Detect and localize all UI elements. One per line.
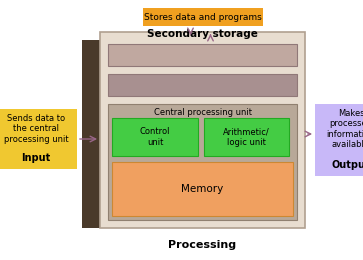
Text: Makes
processed
information
available: Makes processed information available [327, 109, 363, 149]
Bar [112, 162, 293, 216]
Text: Central processing unit: Central processing unit [154, 108, 252, 117]
Text: Stores data and programs: Stores data and programs [144, 12, 261, 22]
Bar [100, 32, 305, 228]
Bar [108, 44, 297, 66]
Text: Arithmetic/
logic unit: Arithmetic/ logic unit [223, 127, 270, 147]
Text: Control
unit: Control unit [140, 127, 170, 147]
Text: Processing: Processing [168, 240, 237, 250]
Text: Secondary storage: Secondary storage [147, 29, 258, 39]
Bar [143, 8, 262, 26]
Text: Sends data to
the central
processing unit: Sends data to the central processing uni… [4, 114, 68, 144]
Bar [108, 104, 297, 220]
Bar [204, 118, 289, 156]
Bar [108, 74, 297, 96]
Bar [112, 118, 198, 156]
Bar [82, 40, 100, 228]
Bar [315, 104, 363, 176]
Bar [0, 109, 77, 169]
Text: Memory: Memory [182, 184, 224, 194]
Text: Output: Output [332, 160, 363, 170]
Text: Input: Input [21, 153, 50, 163]
